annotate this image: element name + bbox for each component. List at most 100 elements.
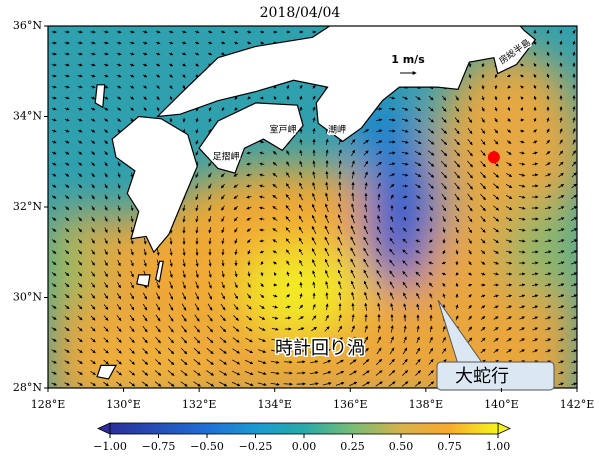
vector-arrow: [64, 118, 70, 122]
vector-arrow: [129, 381, 136, 387]
vector-arrow: [221, 227, 225, 234]
vector-arrow: [91, 249, 95, 255]
vector-arrow: [129, 292, 135, 300]
vector-arrow: [221, 281, 225, 289]
vector-arrow: [272, 228, 278, 232]
vector-arrow: [506, 294, 513, 298]
vector-arrow: [558, 371, 565, 375]
vector-arrow: [376, 226, 382, 234]
vector-arrow: [338, 280, 342, 289]
vector-arrow: [155, 347, 161, 355]
vector-arrow: [532, 327, 539, 331]
vector-arrow: [402, 238, 408, 244]
vector-arrow: [557, 217, 565, 221]
vector-arrow: [181, 41, 187, 45]
vector-arrow: [429, 293, 433, 299]
vector-arrow: [206, 348, 214, 355]
vector-arrow: [271, 327, 279, 331]
vector-arrow: [142, 348, 148, 355]
vector-arrow: [77, 63, 83, 67]
vector-arrow: [429, 205, 433, 211]
vector-arrow: [220, 303, 226, 311]
vector-arrow: [64, 63, 70, 67]
vector-arrow: [545, 305, 552, 309]
vector-arrow: [64, 162, 70, 166]
vector-arrow: [325, 281, 329, 289]
vector-arrow: [415, 271, 421, 277]
vector-arrow: [454, 204, 460, 212]
vector-arrow: [493, 194, 500, 200]
vector-arrow: [350, 269, 356, 279]
vector-arrow: [285, 194, 291, 200]
vector-arrow: [364, 171, 368, 179]
vector-arrow: [558, 349, 565, 353]
vector-arrow: [322, 371, 332, 375]
vector-arrow: [51, 283, 57, 287]
vector-arrow: [234, 41, 239, 45]
vector-arrow: [285, 305, 291, 309]
vector-arrow: [90, 293, 96, 299]
vector-arrow: [64, 195, 70, 199]
vector-arrow: [571, 283, 577, 287]
vector-arrow: [544, 272, 552, 276]
vector-arrow: [364, 214, 368, 224]
vector-arrow: [286, 282, 290, 288]
vector-arrow: [270, 360, 280, 364]
vector-arrow: [546, 73, 550, 79]
vector-arrow: [506, 261, 513, 265]
vector-arrow: [182, 52, 187, 56]
vector-arrow: [572, 150, 576, 156]
vector-arrow: [442, 216, 446, 223]
vector-arrow: [519, 151, 525, 155]
vector-arrow: [246, 315, 253, 321]
vector-arrow: [221, 216, 225, 222]
vector-arrow: [467, 160, 473, 168]
vector-arrow: [571, 316, 577, 320]
vector-arrow: [572, 29, 576, 34]
vector-arrow: [454, 160, 461, 168]
x-tick-label: 130°E: [106, 398, 141, 411]
vector-arrow: [533, 62, 537, 67]
vector-arrow: [219, 381, 228, 387]
vector-arrow: [507, 96, 511, 101]
vector-arrow: [257, 360, 267, 364]
vector-arrow: [455, 282, 459, 287]
vector-arrow: [416, 336, 420, 344]
vector-arrow: [116, 381, 123, 387]
vector-arrow: [390, 336, 394, 344]
vector-arrow: [234, 96, 238, 100]
vector-arrow: [130, 259, 134, 267]
vector-arrow: [557, 239, 565, 243]
vector-arrow: [233, 205, 239, 211]
vector-arrow: [337, 214, 342, 224]
vector-arrow: [208, 161, 212, 167]
vector-arrow: [493, 316, 499, 320]
vector-arrow: [571, 338, 577, 342]
vector-arrow: [51, 261, 57, 265]
vector-arrow: [506, 151, 512, 155]
vector-arrow: [455, 315, 459, 321]
vector-arrow: [506, 316, 512, 320]
vector-arrow: [349, 359, 357, 365]
vector-arrow: [182, 248, 186, 256]
vector-arrow: [195, 183, 199, 190]
vector-arrow: [455, 238, 459, 244]
vector-arrow: [363, 247, 369, 257]
vector-arrow: [104, 194, 108, 200]
vector-arrow: [117, 205, 121, 212]
vector-arrow: [519, 338, 525, 342]
vector-arrow: [376, 172, 382, 178]
vector-arrow: [90, 348, 96, 354]
vector-arrow: [427, 128, 435, 134]
vector-arrow: [338, 149, 342, 157]
vector-arrow: [194, 30, 200, 34]
vector-arrow: [429, 216, 433, 222]
vector-arrow: [286, 150, 290, 156]
vector-arrow: [376, 280, 382, 289]
vector-arrow: [208, 216, 212, 223]
vector-arrow: [533, 73, 537, 78]
vector-arrow: [77, 304, 83, 310]
vector-arrow: [480, 139, 486, 145]
vector-arrow: [364, 325, 368, 333]
vector-arrow: [377, 215, 381, 223]
